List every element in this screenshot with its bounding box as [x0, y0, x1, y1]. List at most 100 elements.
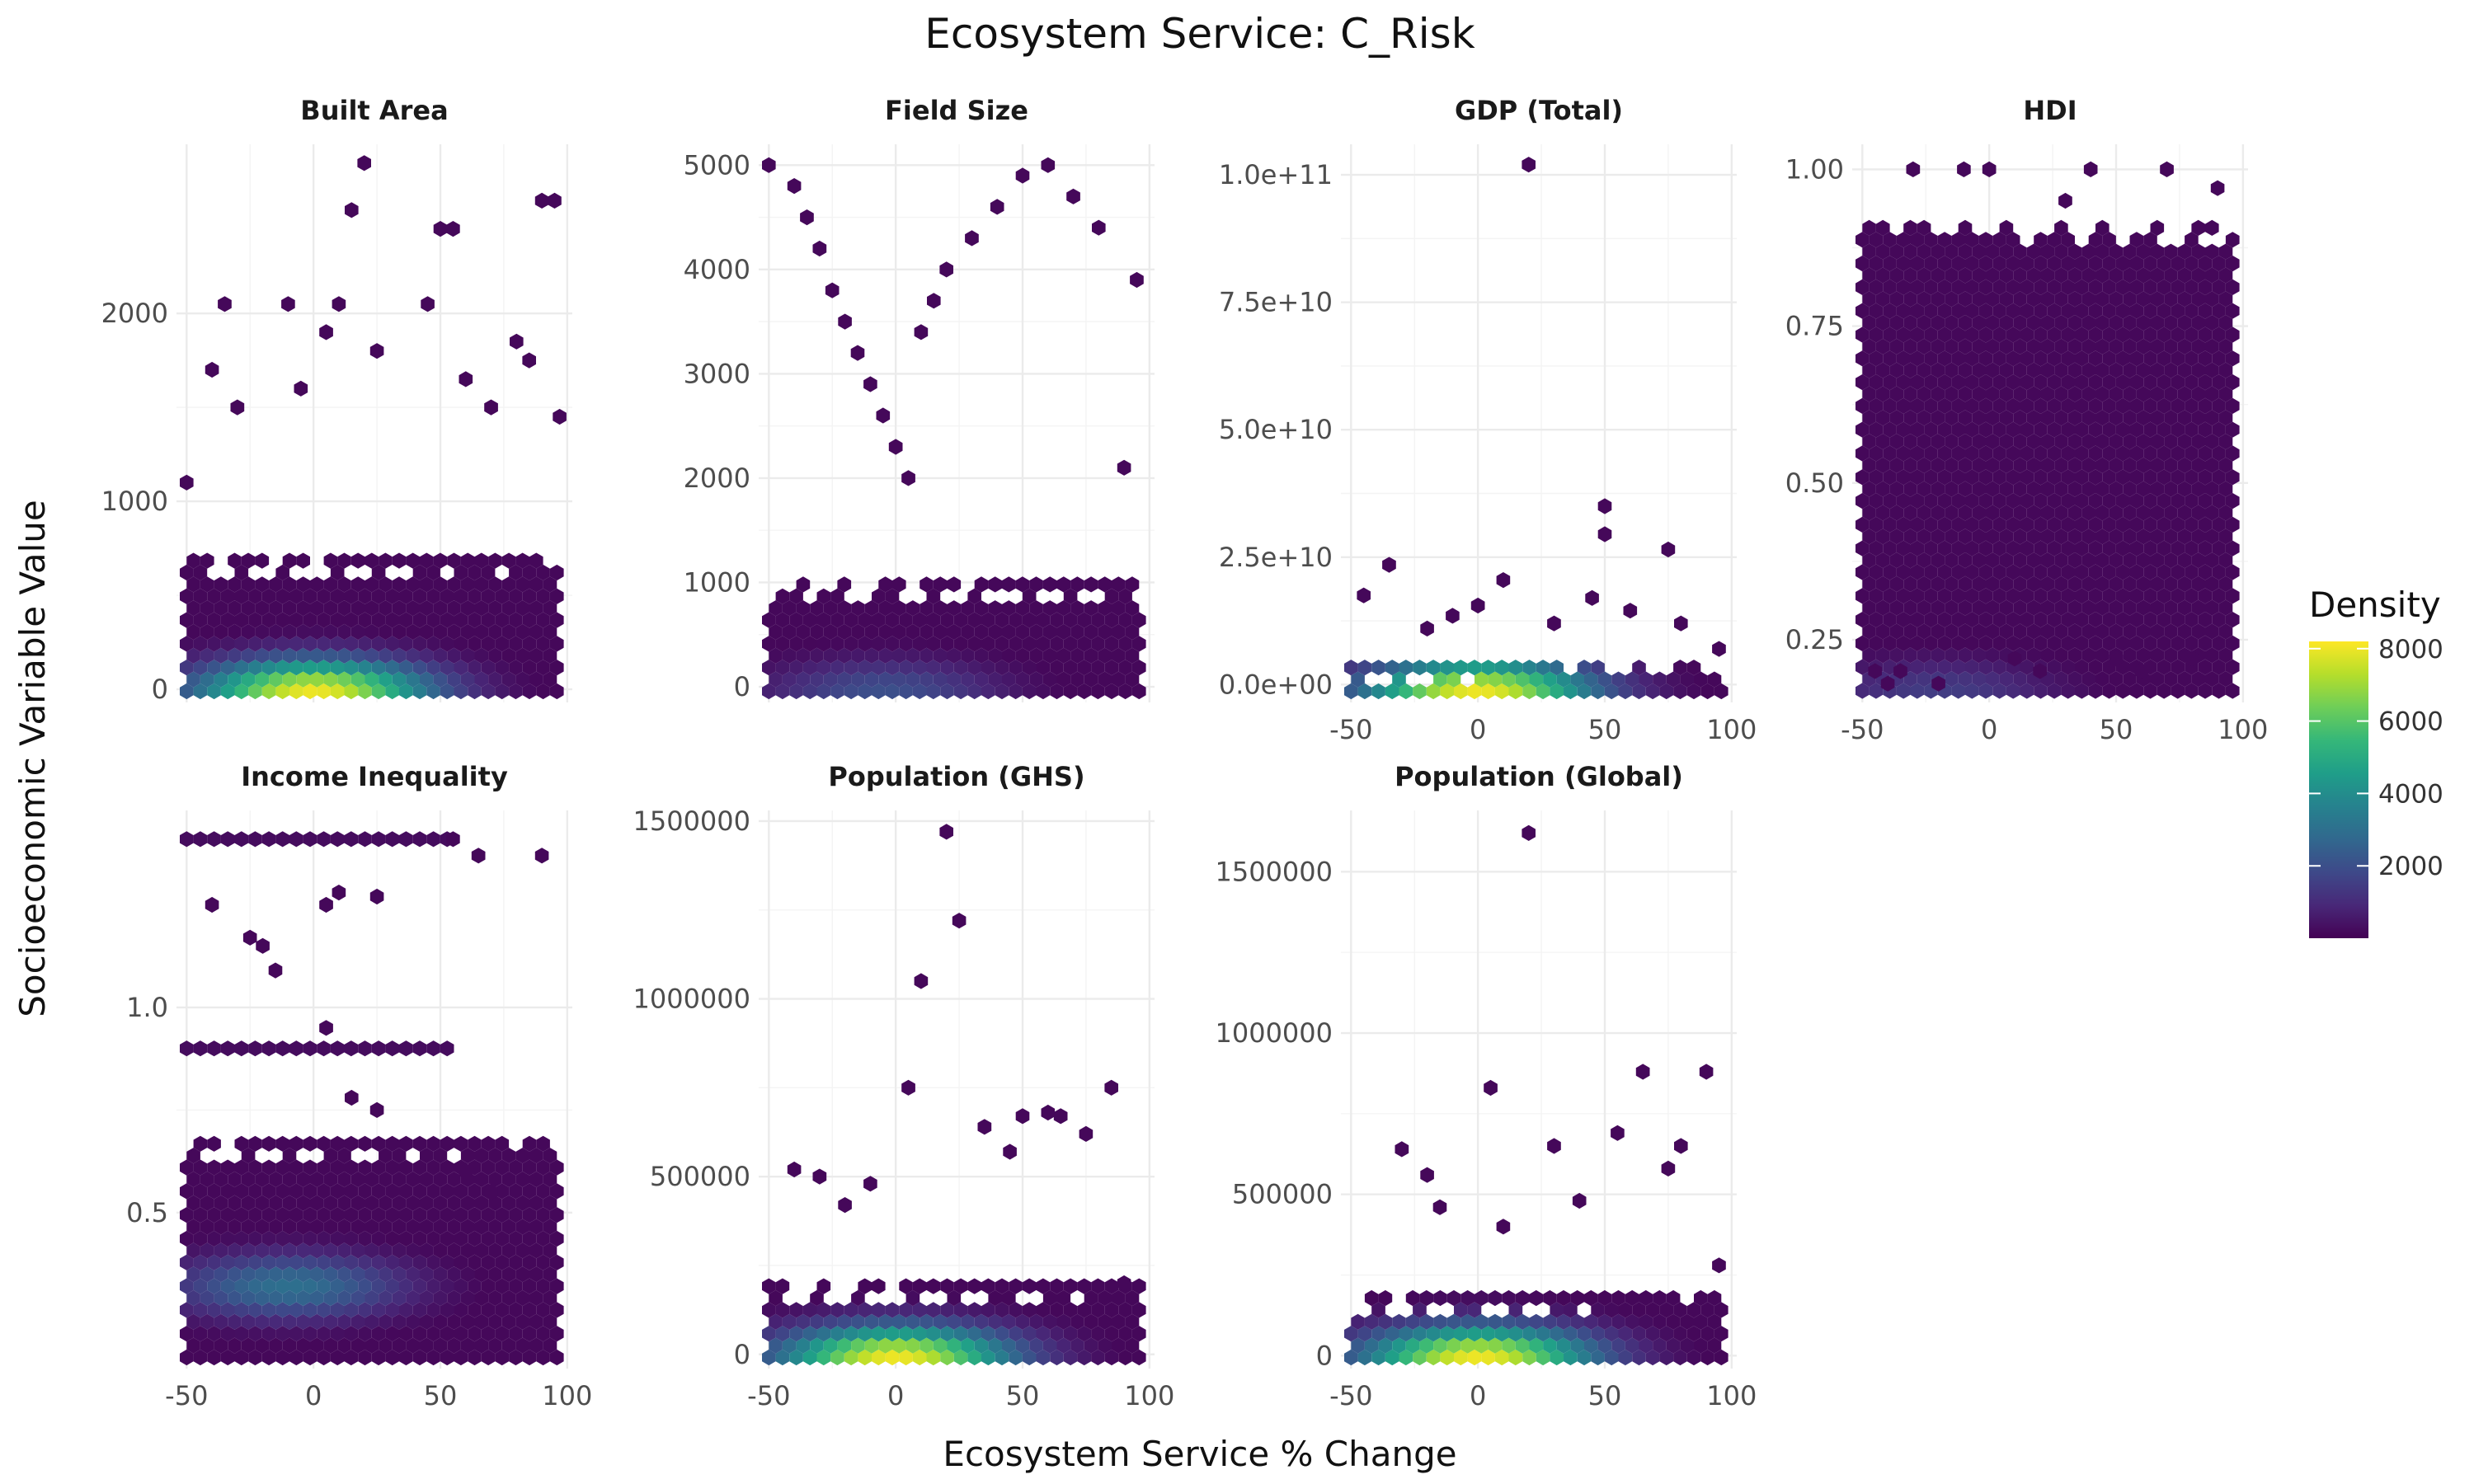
hex-bin	[275, 683, 289, 700]
hex-bin	[207, 1349, 221, 1366]
hex-bin	[2150, 219, 2165, 236]
hex-bin	[2047, 350, 2062, 367]
hex-bin	[269, 1242, 283, 1259]
hex-bin	[1632, 1326, 1646, 1342]
y-axis-title: Socioeconomic Variable Value	[12, 500, 53, 1017]
hex-bin	[2081, 671, 2095, 688]
hex-bin	[2102, 564, 2116, 580]
hex-bin	[2136, 386, 2151, 402]
hex-bin	[1978, 279, 1993, 295]
hex-bin	[1098, 1313, 1112, 1330]
x-tick-label: 50	[424, 1380, 458, 1411]
hex-bin-outlier	[850, 345, 865, 361]
hex-bin	[1022, 683, 1037, 700]
hex-bin	[2129, 564, 2144, 580]
hex-bin	[789, 660, 803, 676]
hex-bin	[350, 576, 365, 593]
hex-bin	[2198, 493, 2213, 510]
hex-bin	[220, 683, 235, 700]
hex-bin	[844, 683, 858, 700]
hex-bin	[460, 552, 475, 569]
hex-bin	[406, 1337, 420, 1354]
hex-bin	[2225, 350, 2240, 367]
hex-bin	[2034, 493, 2048, 510]
hex-bin	[337, 1266, 351, 1283]
hex-bin	[1131, 660, 1146, 676]
hex-bin	[440, 1159, 454, 1176]
hex-bin	[543, 600, 557, 617]
hex-bin	[1063, 1326, 1078, 1342]
hex-bin	[2061, 397, 2075, 414]
hex-bin	[412, 831, 427, 848]
hex-bin	[193, 612, 208, 628]
hex-bin	[988, 600, 1002, 617]
hex-bin	[2102, 612, 2116, 628]
hex-bin	[2177, 386, 2192, 402]
hex-bin	[420, 671, 434, 688]
hex-bin	[529, 647, 543, 664]
hex-bin	[947, 1289, 962, 1307]
hex-bin	[1999, 623, 2014, 640]
hex-bin	[337, 1171, 351, 1188]
hex-bin	[406, 1219, 420, 1235]
hex-bin	[385, 1183, 399, 1200]
hex-bin	[2136, 481, 2151, 497]
hex-bin	[261, 1349, 276, 1366]
hex-bin	[337, 1242, 351, 1259]
hex-bin	[2191, 386, 2205, 402]
hex-bin	[310, 600, 324, 617]
hex-bin	[269, 1313, 283, 1330]
x-tick-label: 0	[1981, 714, 1997, 745]
hex-bin	[1931, 552, 1945, 569]
hex-bin	[1653, 671, 1667, 688]
hex-bin	[1986, 338, 2000, 355]
hex-bin	[2095, 647, 2109, 664]
hex-bin	[2198, 659, 2213, 675]
hex-bin	[2040, 410, 2055, 426]
hex-bin	[1050, 612, 1064, 628]
hex-bin	[303, 588, 317, 604]
hex-bin	[2034, 588, 2048, 604]
hex-bin	[350, 1337, 365, 1354]
hex-bin	[2067, 528, 2082, 545]
hex-bin	[1618, 1349, 1633, 1366]
hex-bin	[2020, 350, 2034, 367]
hex-bin	[220, 1183, 235, 1200]
hex-bin	[2067, 434, 2082, 450]
hex-bin	[1862, 481, 1876, 497]
hex-bin	[1556, 1337, 1571, 1354]
hex-bin	[186, 647, 200, 664]
hex-bin	[399, 1230, 413, 1247]
hex-bin	[317, 1349, 331, 1366]
hex-bin	[974, 576, 989, 593]
hex-bin	[1050, 660, 1064, 676]
y-tick-label: 500000	[650, 1161, 750, 1192]
hex-bin	[2123, 434, 2137, 450]
hex-bin	[1869, 350, 1884, 367]
hex-bin	[350, 647, 365, 664]
hex-bin-outlier	[1893, 663, 1907, 679]
hex-bin	[1896, 635, 1911, 651]
hex-bin	[2102, 279, 2116, 295]
hex-bin-outlier	[812, 240, 827, 257]
hex-bin	[1917, 338, 1931, 355]
hex-bin-outlier	[927, 293, 941, 309]
hex-bin	[255, 1289, 270, 1307]
hex-bin	[330, 1207, 345, 1223]
hex-bin	[1986, 410, 2000, 426]
hex-bin	[193, 1254, 208, 1270]
hex-bin-outlier	[1432, 1199, 1447, 1215]
hex-bin	[1992, 683, 2006, 699]
hex-bin-outlier	[977, 1119, 992, 1135]
hex-bin	[1625, 671, 1639, 688]
hex-bin	[261, 1302, 276, 1318]
hex-bin	[837, 1337, 852, 1354]
hex-bin	[495, 1254, 510, 1270]
hex-bin	[220, 1207, 235, 1223]
hex-bin	[2109, 575, 2124, 592]
hex-bin	[207, 1230, 221, 1247]
hex-bin	[2061, 612, 2075, 628]
hex-bin	[1875, 267, 1890, 284]
hex-bin-outlier	[1496, 572, 1511, 589]
